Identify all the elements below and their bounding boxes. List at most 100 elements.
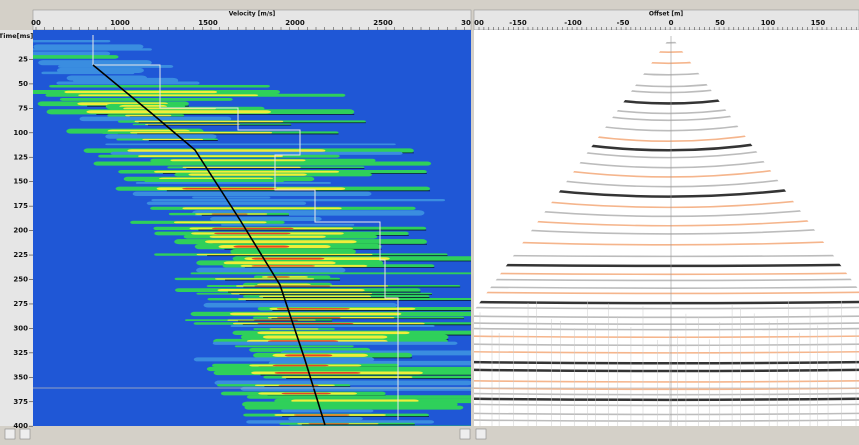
y-tick-label: 50 [18,80,28,88]
streak [257,331,410,335]
streak [170,159,306,162]
streak [57,65,174,68]
x-tick-label: 0 [669,19,674,27]
streak [105,143,396,146]
time-axis-title: Time[ms] [0,32,33,40]
event [474,286,859,289]
streak [253,319,299,321]
streak [281,409,374,413]
streak [59,98,233,101]
streak [134,120,284,123]
gather-bg [474,30,859,426]
streak [33,48,152,51]
event [474,327,859,331]
streak [64,90,218,94]
streak [288,416,363,421]
velocity-axis-title: Velocity [m/s] [229,11,276,18]
x-tick-label: 1000 [110,19,130,27]
event [474,315,859,319]
streak [110,151,403,155]
streak [251,265,315,267]
streak [214,380,471,386]
streak [277,317,341,319]
streak [257,322,354,325]
y-tick-label: 300 [13,324,28,332]
streak [130,131,273,134]
streak [230,324,435,328]
event [474,322,859,326]
y-tick-label: 250 [13,276,28,284]
event [474,368,859,373]
time-axis-bar [0,30,33,426]
streak [212,341,458,345]
event [474,263,859,268]
streak [229,312,402,316]
streak [173,221,267,224]
streak [221,223,355,226]
x-tick-label: 2000 [285,19,305,27]
scroll-button[interactable] [475,428,487,440]
streak [246,395,471,399]
streak [259,295,371,298]
streak [206,366,471,372]
streak [132,191,372,197]
streak [196,253,373,256]
x-tick-label: 2500 [373,19,393,27]
streak [182,187,277,190]
x-tick-label: 1500 [198,19,218,27]
y-tick-label: 400 [13,422,28,430]
scroll-button[interactable] [4,428,16,440]
event [474,300,859,305]
streak [144,123,241,125]
streak [233,245,290,248]
streak [33,44,144,49]
streak [240,386,471,391]
streak [262,335,388,339]
x-tick-label: 30 [461,19,471,27]
scroll-button[interactable] [19,428,31,440]
event [474,397,859,402]
streak [193,357,375,362]
event [474,278,859,282]
x-tick-label: 50 [715,19,725,27]
semblance [33,40,471,426]
streak [223,261,336,265]
streak [146,201,307,205]
streak [266,276,290,278]
streak [142,138,204,141]
streak [33,55,119,59]
x-tick-label: -150 [509,19,527,27]
streak [214,232,291,235]
streak [79,116,232,122]
y-tick-label: 150 [13,178,28,186]
streak [281,392,331,395]
x-tick-label: -100 [564,19,582,27]
y-tick-label: 75 [18,104,28,112]
streak [182,207,342,210]
event [474,291,859,295]
streak [78,94,259,97]
streak [127,149,326,152]
streak [203,302,398,308]
event [474,343,859,347]
streak [214,278,315,280]
streak [56,81,200,85]
event [474,387,859,391]
streak [274,371,361,374]
x-tick-label: 00 [31,19,41,27]
y-tick-label: 225 [13,251,28,259]
event [474,403,859,407]
velocity-curve [92,64,326,426]
streak [291,399,419,403]
streak [38,60,152,66]
streak [153,170,340,173]
streak [276,308,350,310]
event [474,379,859,383]
streak [230,293,373,295]
streak [209,235,326,238]
streak [135,182,332,184]
scroll-button[interactable] [459,428,471,440]
x-tick-label: 150 [811,19,826,27]
streak [151,198,446,202]
